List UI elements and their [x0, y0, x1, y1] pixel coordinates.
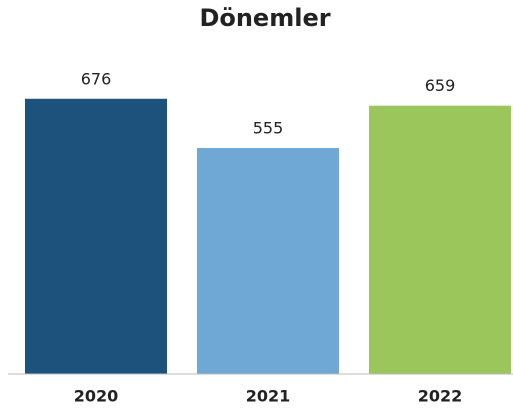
chart-title: Dönemler: [199, 4, 330, 32]
data-label: 555: [253, 119, 284, 138]
bar: [25, 98, 167, 375]
data-label: 676: [81, 69, 112, 88]
bar: [369, 105, 511, 374]
x-tick-label: 2022: [418, 387, 463, 406]
bar: [197, 148, 339, 374]
x-tick-label: 2021: [246, 387, 291, 406]
data-label: 659: [425, 76, 456, 95]
x-tick-label: 2020: [74, 387, 119, 406]
